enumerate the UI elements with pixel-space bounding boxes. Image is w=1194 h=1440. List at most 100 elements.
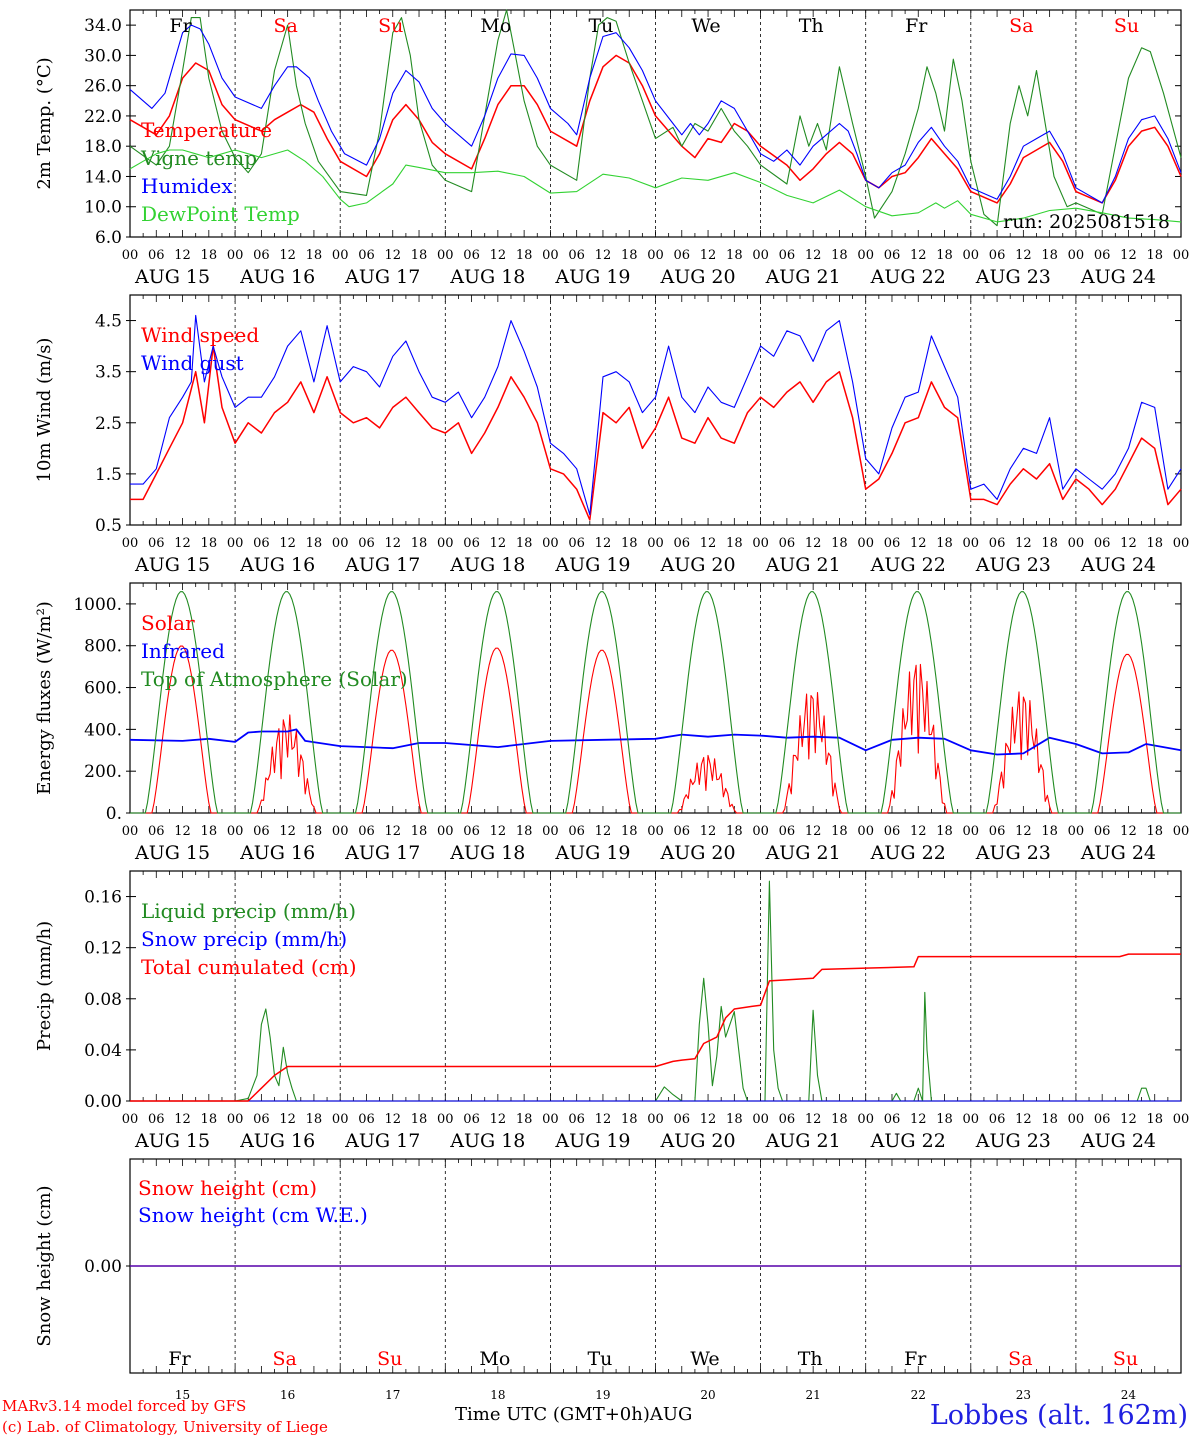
hour-tick-label: 12 bbox=[910, 824, 927, 839]
date-label: AUG 19 bbox=[554, 554, 630, 576]
hour-tick-label: 18 bbox=[1146, 824, 1163, 839]
y-tick-label: 30.0 bbox=[84, 46, 122, 66]
hour-tick-label: 06 bbox=[358, 824, 375, 839]
hour-tick-label: 12 bbox=[279, 536, 296, 551]
hour-tick-label: 06 bbox=[148, 1112, 165, 1127]
y-tick-label: 0.12 bbox=[84, 939, 122, 959]
hour-tick-label: 00 bbox=[1068, 824, 1085, 839]
hour-tick-label: 12 bbox=[279, 248, 296, 263]
hour-tick-label: 12 bbox=[384, 824, 401, 839]
hour-tick-label: 18 bbox=[726, 248, 743, 263]
weekday-label: Tu bbox=[588, 15, 613, 37]
hour-tick-label: 18 bbox=[831, 824, 848, 839]
series-line-dewpoint-temp bbox=[129, 149, 1182, 223]
hour-tick-label: 06 bbox=[884, 536, 901, 551]
hour-tick-label: 06 bbox=[463, 824, 480, 839]
weekday-label: Sa bbox=[272, 1348, 296, 1370]
hour-tick-label: 00 bbox=[647, 536, 664, 551]
hour-tick-label: 06 bbox=[884, 1112, 901, 1127]
hour-tick-label: 06 bbox=[1094, 824, 1111, 839]
series-line-vigne-temp bbox=[129, 9, 1182, 227]
hour-tick-label: 18 bbox=[516, 248, 533, 263]
hour-tick-label: 00 bbox=[963, 1112, 980, 1127]
hour-tick-label: 00 bbox=[857, 248, 874, 263]
hour-tick-label: 06 bbox=[568, 824, 585, 839]
date-label: AUG 15 bbox=[134, 1130, 210, 1152]
hour-tick-label: 00 bbox=[857, 1112, 874, 1127]
weekday-label: Fr bbox=[905, 15, 928, 37]
hour-tick-label: 12 bbox=[700, 824, 717, 839]
weekday-label: Mo bbox=[480, 15, 511, 37]
hour-tick-label: 12 bbox=[1015, 824, 1032, 839]
date-label: AUG 20 bbox=[659, 1130, 735, 1152]
hour-tick-label: 18 bbox=[306, 1112, 323, 1127]
y-tick-label: 0.04 bbox=[84, 1041, 122, 1061]
hour-tick-label: 18 bbox=[936, 1112, 953, 1127]
hour-tick-label: 18 bbox=[621, 248, 638, 263]
date-label: AUG 18 bbox=[449, 554, 525, 576]
hour-tick-label: 00 bbox=[227, 824, 244, 839]
hour-tick-label: 18 bbox=[1041, 536, 1058, 551]
hour-tick-label: 18 bbox=[516, 536, 533, 551]
weekday-label: We bbox=[691, 15, 720, 37]
hour-tick-label: 00 bbox=[227, 536, 244, 551]
hour-tick-label: 06 bbox=[1094, 1112, 1111, 1127]
date-label: AUG 17 bbox=[344, 266, 420, 288]
hour-tick-label: 12 bbox=[490, 248, 507, 263]
hour-tick-label: 12 bbox=[910, 1112, 927, 1127]
y-axis-label: 2m Temp. (°C) bbox=[34, 57, 55, 189]
hour-tick-label: 00 bbox=[1068, 248, 1085, 263]
y-tick-label: 0.16 bbox=[84, 888, 122, 908]
series-line-wind-gust bbox=[130, 314, 1182, 516]
hour-tick-label: 06 bbox=[253, 824, 270, 839]
hour-tick-label: 00 bbox=[437, 824, 454, 839]
day-number-label: 17 bbox=[385, 1388, 400, 1402]
hour-tick-label: 18 bbox=[306, 824, 323, 839]
series-line-humidex bbox=[129, 24, 1182, 204]
legend-entry: Solar bbox=[141, 611, 195, 635]
hour-tick-label: 06 bbox=[674, 248, 691, 263]
panel-5: 0.00 Snow height (cm) Snow height (cm) Snow… bbox=[34, 1158, 1182, 1402]
hour-tick-label: 06 bbox=[253, 248, 270, 263]
y-tick-label: 26.0 bbox=[84, 77, 122, 97]
x-axis-title: Time UTC (GMT+0h)AUG bbox=[455, 1404, 692, 1425]
station-label: Lobbes (alt. 162m) bbox=[929, 1400, 1188, 1431]
hour-tick-label: 00 bbox=[122, 248, 139, 263]
hour-tick-label: 12 bbox=[490, 1112, 507, 1127]
day-number-label: 21 bbox=[806, 1388, 821, 1402]
hour-tick-label: 18 bbox=[621, 824, 638, 839]
hour-tick-label: 12 bbox=[1120, 248, 1137, 263]
date-label: AUG 20 bbox=[659, 266, 735, 288]
hour-tick-label: 00 bbox=[752, 248, 769, 263]
legend-entry: Snow precip (mm/h) bbox=[141, 927, 347, 951]
hour-tick-label: 00 bbox=[963, 824, 980, 839]
y-tick-label: 0.00 bbox=[84, 1092, 122, 1112]
date-label: AUG 19 bbox=[554, 266, 630, 288]
hour-tick-label: 00 bbox=[437, 248, 454, 263]
legend-entry: Liquid precip (mm/h) bbox=[141, 899, 356, 923]
weekday-label: Su bbox=[378, 15, 403, 37]
hour-tick-label: 12 bbox=[1120, 536, 1137, 551]
hour-tick-label: 06 bbox=[989, 536, 1006, 551]
hour-tick-label: 18 bbox=[411, 824, 428, 839]
hour-tick-label: 18 bbox=[1146, 1112, 1163, 1127]
legend-entry: DewPoint Temp bbox=[141, 202, 300, 226]
hour-tick-label: 18 bbox=[201, 536, 218, 551]
date-label: AUG 18 bbox=[449, 842, 525, 864]
hour-tick-label: 06 bbox=[358, 248, 375, 263]
date-label: AUG 22 bbox=[870, 554, 946, 576]
hour-tick-label: 12 bbox=[910, 248, 927, 263]
series-line-top-of-atmosphere-solar bbox=[130, 591, 1181, 814]
hour-tick-label: 12 bbox=[174, 824, 191, 839]
x-axis-title-text: Time UTC (GMT+0h) bbox=[455, 1404, 650, 1425]
hour-tick-label: 00 bbox=[122, 824, 139, 839]
panel-2: 0.5 1.5 2.5 3.5 4.5 10m Wind (m/s) Wind speed W… bbox=[34, 294, 1190, 576]
hour-tick-label: 00 bbox=[122, 1112, 139, 1127]
hour-tick-label: 06 bbox=[674, 536, 691, 551]
y-tick-label: 600. bbox=[84, 679, 122, 699]
date-label: AUG 23 bbox=[975, 842, 1051, 864]
hour-tick-label: 06 bbox=[884, 824, 901, 839]
hour-tick-label: 00 bbox=[1173, 536, 1190, 551]
hour-tick-label: 12 bbox=[595, 1112, 612, 1127]
